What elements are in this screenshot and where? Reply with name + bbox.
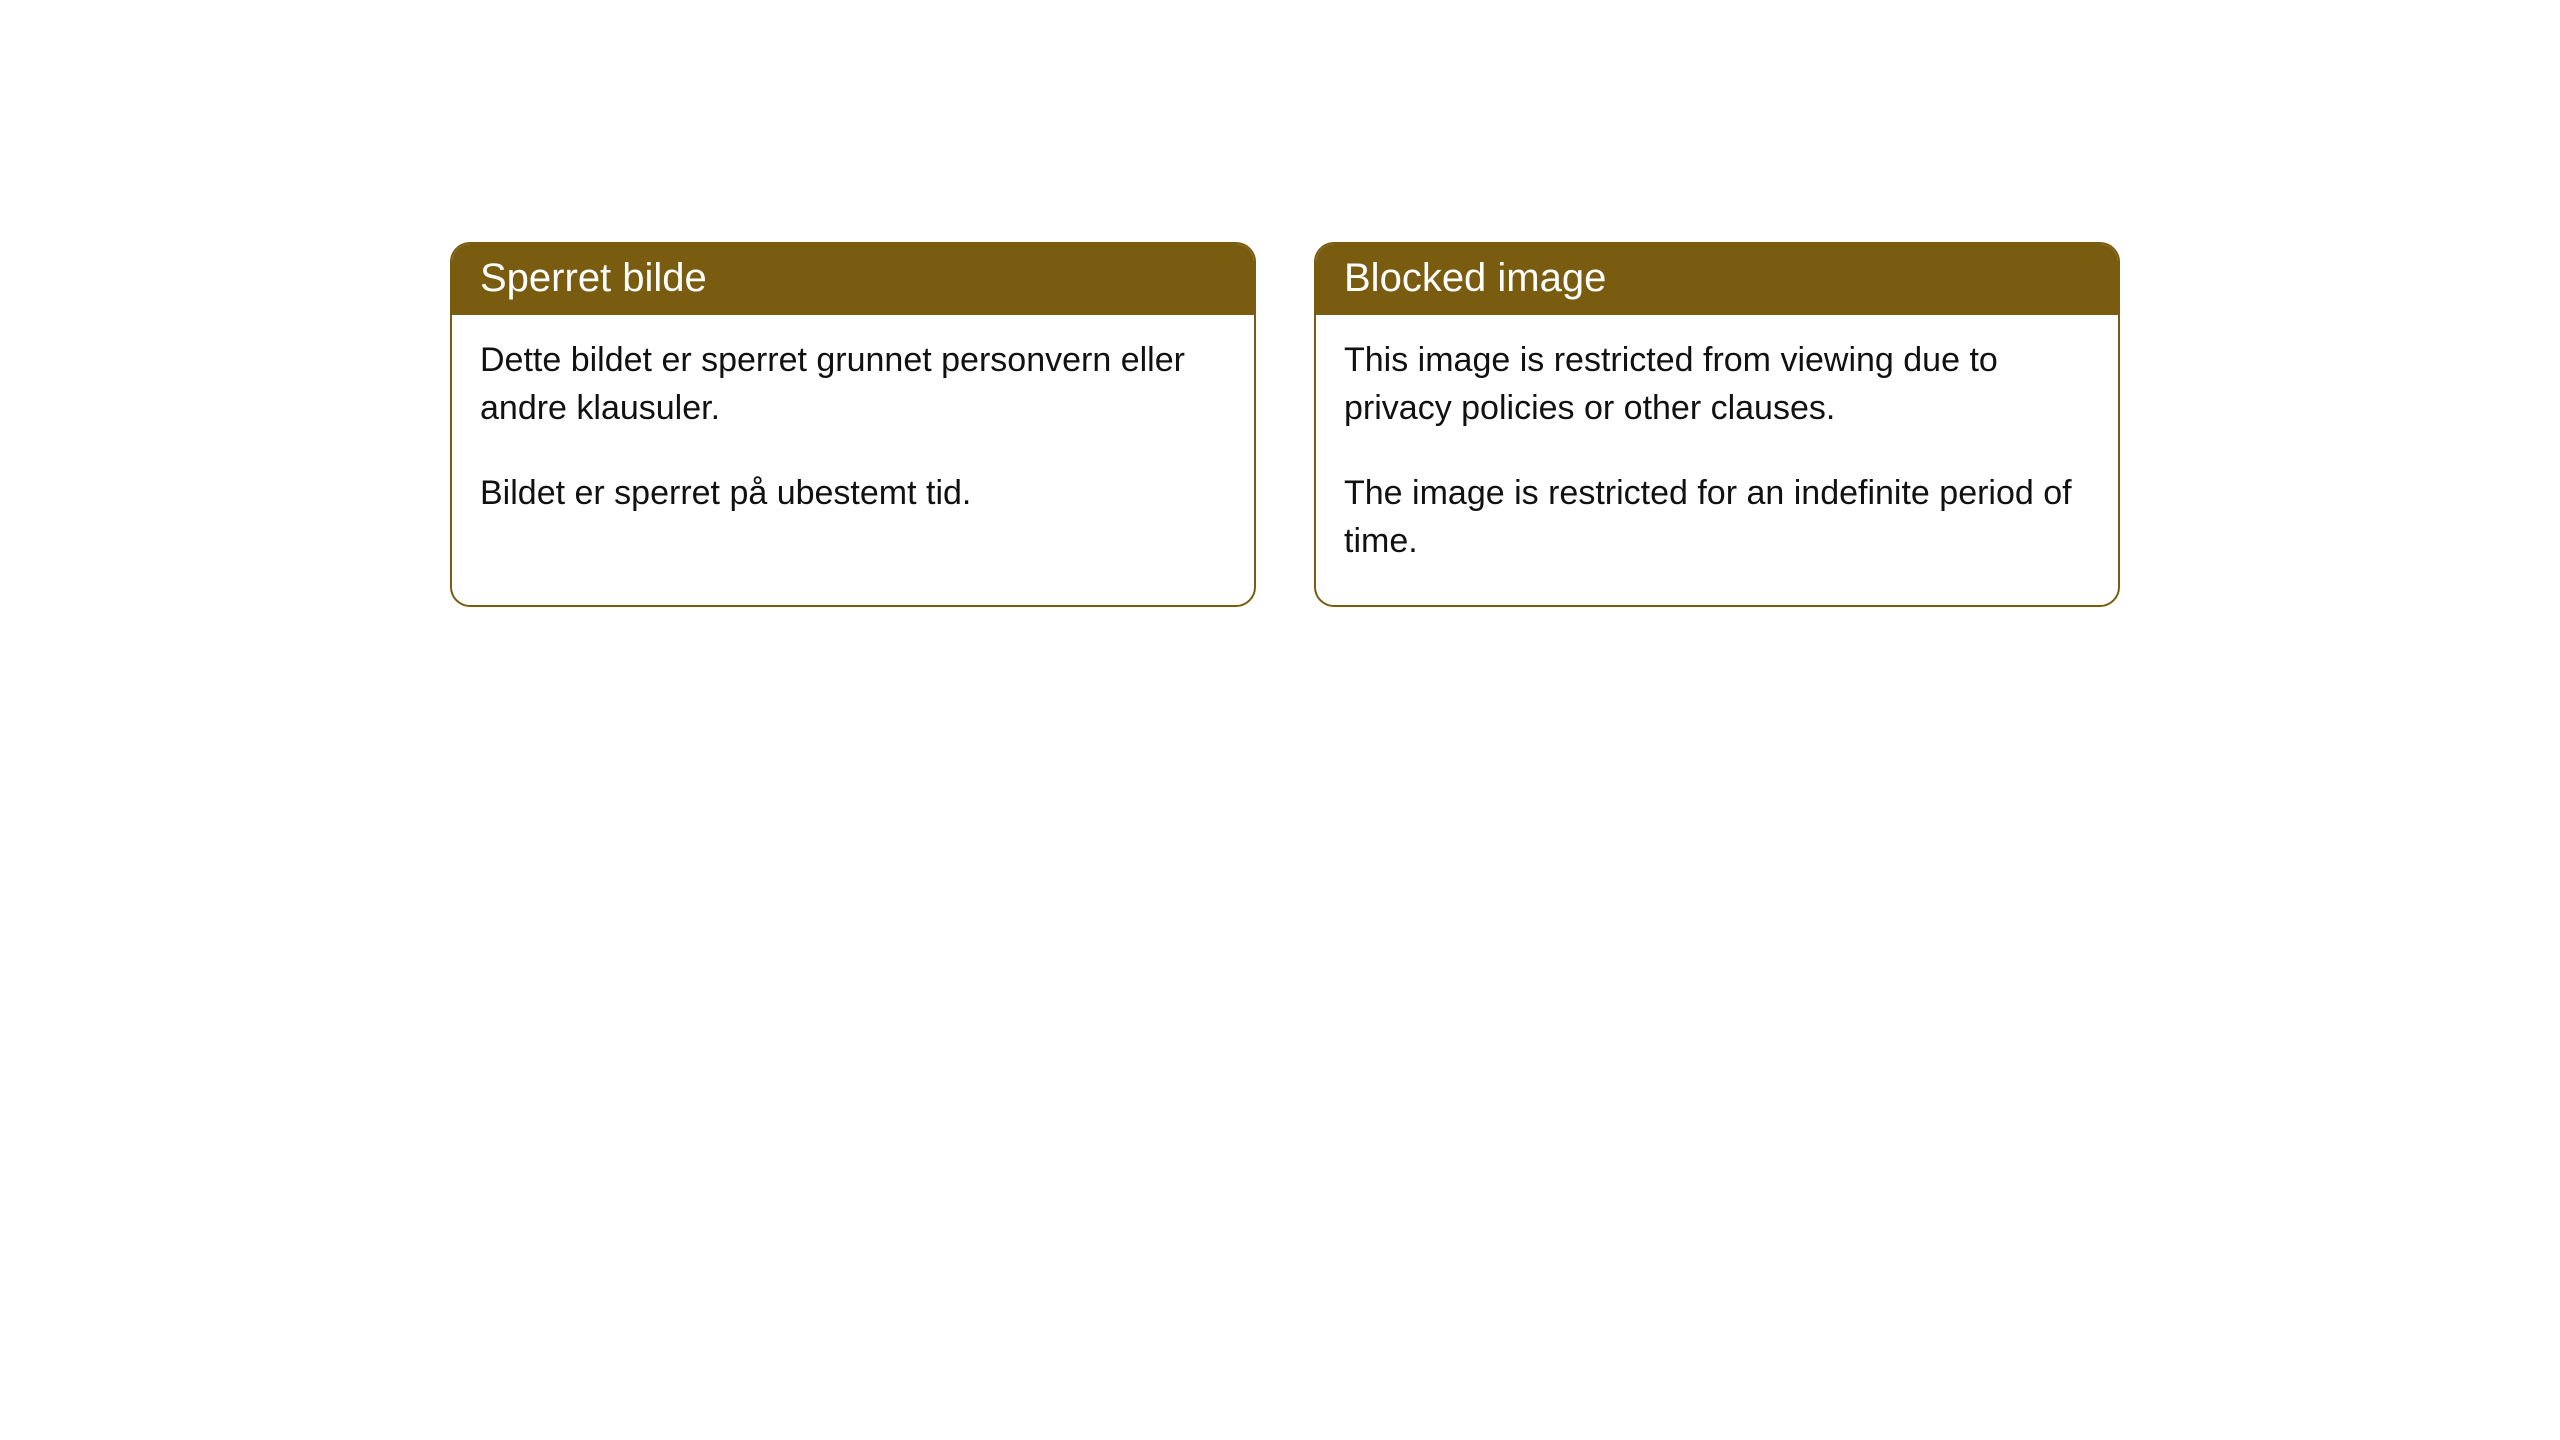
card-body-english: This image is restricted from viewing du… — [1316, 315, 2118, 605]
card-title-norwegian: Sperret bilde — [452, 244, 1254, 315]
card-norwegian: Sperret bilde Dette bildet er sperret gr… — [450, 242, 1256, 607]
cards-container: Sperret bilde Dette bildet er sperret gr… — [0, 0, 2560, 607]
card-paragraph: Dette bildet er sperret grunnet personve… — [480, 337, 1226, 432]
card-paragraph: Bildet er sperret på ubestemt tid. — [480, 470, 1226, 518]
card-paragraph: The image is restricted for an indefinit… — [1344, 470, 2090, 565]
card-paragraph: This image is restricted from viewing du… — [1344, 337, 2090, 432]
card-english: Blocked image This image is restricted f… — [1314, 242, 2120, 607]
card-body-norwegian: Dette bildet er sperret grunnet personve… — [452, 315, 1254, 558]
card-title-english: Blocked image — [1316, 244, 2118, 315]
